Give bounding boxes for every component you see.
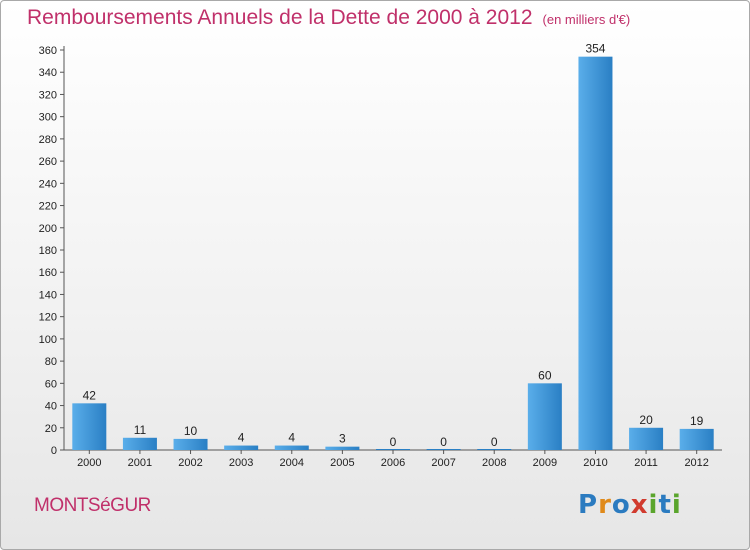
data-label: 0 <box>491 435 498 449</box>
x-tick-label: 2002 <box>178 457 202 469</box>
y-tick-label: 140 <box>39 289 57 301</box>
y-tick-label: 240 <box>39 178 57 190</box>
data-label: 0 <box>440 435 447 449</box>
data-label: 60 <box>538 368 552 382</box>
bar-2002 <box>173 438 208 450</box>
data-label: 4 <box>288 431 295 445</box>
y-tick-label: 360 <box>39 45 57 57</box>
logo-letter: i <box>671 490 682 520</box>
bar-2005 <box>325 446 360 450</box>
y-tick-label: 260 <box>39 156 57 168</box>
y-axis: 0 20 40 60 80 100 120 140 160 180 200 220 240 260 280 3… <box>39 45 65 457</box>
x-tick-label: 2004 <box>280 457 304 469</box>
y-tick-label: 220 <box>39 201 57 213</box>
y-tick-label: 0 <box>51 445 57 457</box>
proxiti-logo: Proxiti <box>578 490 682 520</box>
x-tick-label: 2012 <box>684 457 708 469</box>
x-axis: 2000 2001 2002 2003 2004 2005 2006 2007 2008 2009… <box>64 449 722 469</box>
y-tick-label: 40 <box>45 401 57 413</box>
data-label: 42 <box>83 388 97 402</box>
bar-2001 <box>122 437 157 450</box>
x-tick-label: 2005 <box>330 457 354 469</box>
y-tick-label: 120 <box>39 312 57 324</box>
y-tick-label: 280 <box>39 134 57 146</box>
y-tick-label: 320 <box>39 89 57 101</box>
y-tick-label: 100 <box>39 334 57 346</box>
y-tick-label: 180 <box>39 245 57 257</box>
logo-letter: r <box>598 490 612 520</box>
y-tick-label: 20 <box>45 423 57 435</box>
y-tick-label: 160 <box>39 267 57 279</box>
x-tick-label: 2006 <box>381 457 405 469</box>
chart-title: Remboursements Annuels de la Dette de 20… <box>27 6 630 30</box>
y-tick-label: 80 <box>45 356 57 368</box>
bar-2003 <box>224 445 259 450</box>
y-tick-label: 340 <box>39 67 57 79</box>
bars: 42 11 10 4 4 3 0 0 0 60 354 20 19 <box>72 42 714 451</box>
bar-2000 <box>72 403 107 450</box>
x-tick-label: 2001 <box>128 457 152 469</box>
x-tick-label: 2007 <box>431 457 455 469</box>
x-tick-label: 2010 <box>583 457 607 469</box>
logo-letter: o <box>611 490 631 520</box>
logo-letter: x <box>630 490 649 520</box>
y-tick-label: 200 <box>39 223 57 235</box>
y-tick-label: 60 <box>45 378 57 390</box>
data-label: 20 <box>639 413 653 427</box>
logo-letter: P <box>578 490 599 520</box>
data-label: 10 <box>184 424 198 438</box>
commune-name: MONTSéGUR <box>34 495 151 516</box>
chart-unit: (en milliers d'€) <box>542 12 631 27</box>
y-tick-label: 300 <box>39 112 57 124</box>
data-label: 3 <box>339 432 346 446</box>
bar-2011 <box>629 427 664 450</box>
bar-2012 <box>679 428 714 450</box>
data-label: 4 <box>238 431 245 445</box>
x-tick-label: 2011 <box>634 457 658 469</box>
logo-letter: t <box>658 490 672 520</box>
data-label: 0 <box>390 435 397 449</box>
x-tick-label: 2008 <box>482 457 506 469</box>
logo-letter: i <box>648 490 659 520</box>
data-label: 354 <box>585 42 605 56</box>
x-tick-label: 2003 <box>229 457 253 469</box>
bar-2010 <box>578 56 613 451</box>
x-tick-label: 2000 <box>77 457 101 469</box>
bar-2009 <box>527 383 562 450</box>
data-label: 11 <box>134 423 147 437</box>
bar-2004 <box>274 445 309 450</box>
data-label: 19 <box>690 414 704 428</box>
chart-title-text: Remboursements Annuels de la Dette de 20… <box>27 6 533 29</box>
x-tick-label: 2009 <box>533 457 557 469</box>
